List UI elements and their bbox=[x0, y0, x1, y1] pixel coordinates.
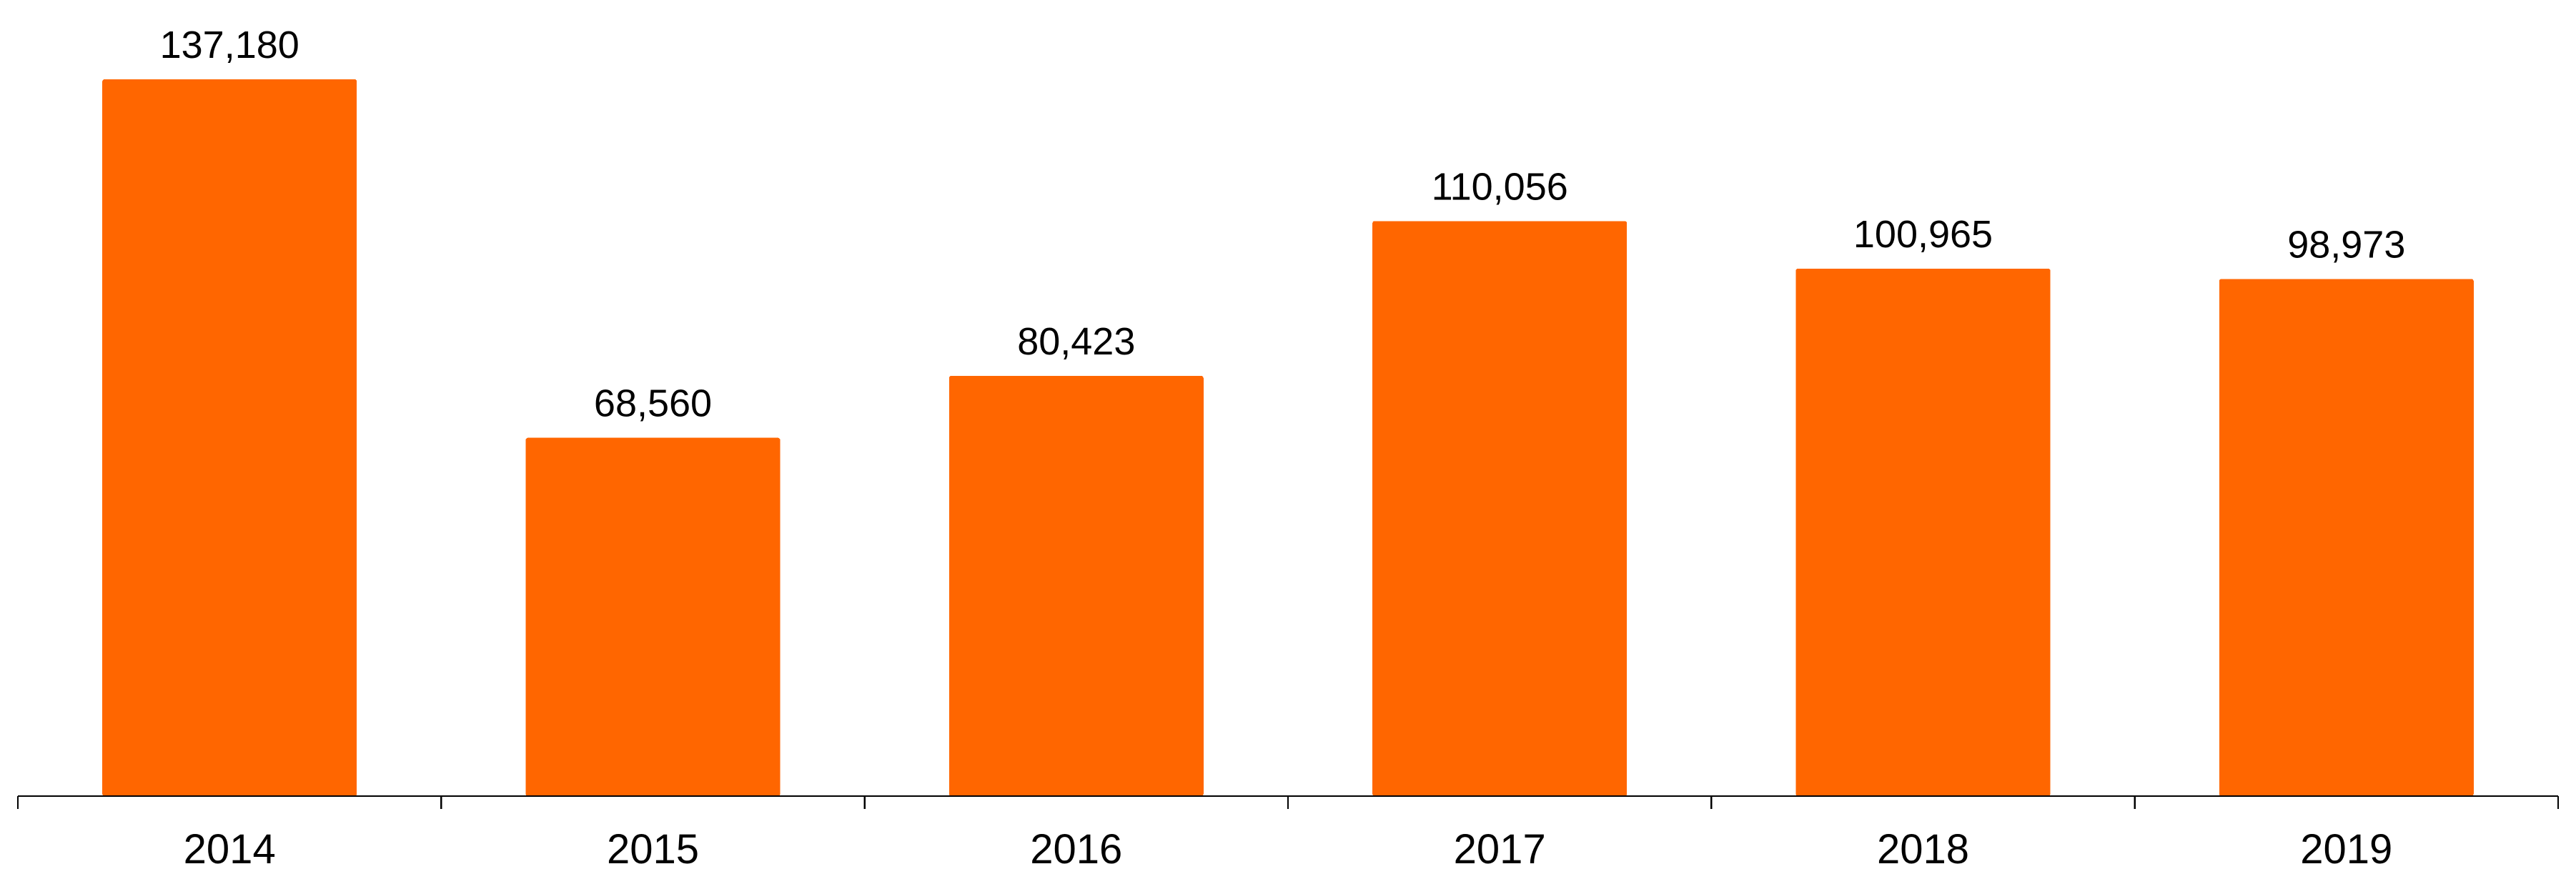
data-label-2015: 68,560 bbox=[594, 382, 712, 425]
x-axis: 2014 2015 2016 2017 2018 2019 bbox=[16, 795, 2560, 873]
bar-2019 bbox=[2219, 279, 2474, 796]
bars-layer bbox=[102, 79, 2474, 796]
data-label-2017: 110,056 bbox=[1432, 165, 1568, 208]
x-tick-label-2016: 2016 bbox=[1030, 826, 1122, 873]
bar-2018 bbox=[1795, 268, 2051, 796]
bar-2015 bbox=[525, 437, 781, 796]
x-tick-label-2015: 2015 bbox=[607, 826, 699, 873]
x-tick-label-2017: 2017 bbox=[1454, 826, 1546, 873]
bar-2014 bbox=[102, 79, 357, 796]
data-label-2018: 100,965 bbox=[1853, 213, 1993, 256]
x-tick-label-2018: 2018 bbox=[1877, 826, 1969, 873]
bar-2017 bbox=[1372, 221, 1628, 796]
data-label-2014: 137,180 bbox=[160, 24, 299, 66]
data-label-2016: 80,423 bbox=[1017, 320, 1135, 363]
data-labels-layer: 137,180 68,560 80,423 110,056 100,965 98,973 bbox=[160, 24, 2406, 425]
bar-2016 bbox=[948, 376, 1204, 796]
data-label-2019: 98,973 bbox=[2287, 223, 2405, 266]
x-tick-label-2019: 2019 bbox=[2300, 826, 2392, 873]
x-tick-label-2014: 2014 bbox=[184, 826, 276, 873]
